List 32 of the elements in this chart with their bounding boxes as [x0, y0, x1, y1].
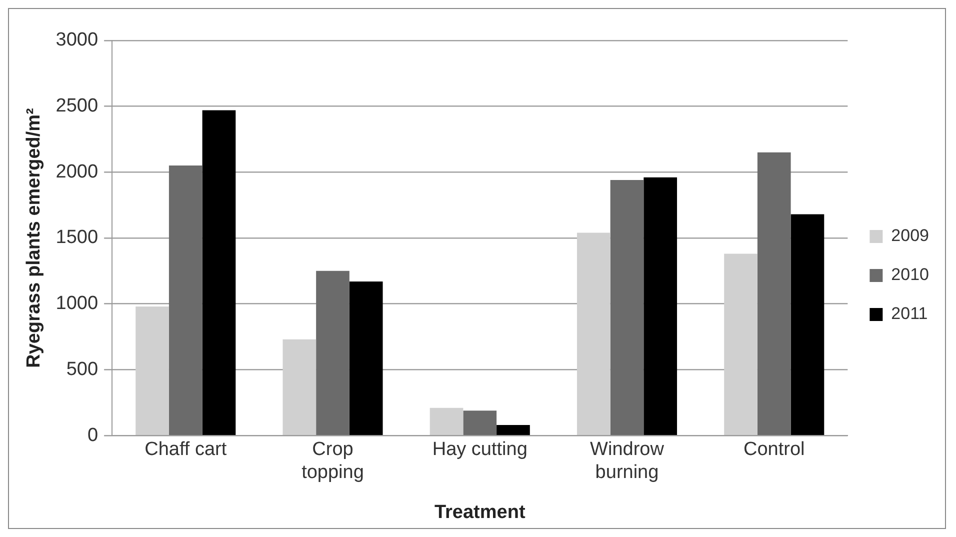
y-tick-label: 500	[66, 358, 98, 380]
bar	[282, 339, 316, 435]
bar	[136, 306, 169, 435]
y-tick-label: 3000	[56, 30, 98, 51]
x-tick-label: Control	[743, 439, 805, 460]
y-tick-label: 2000	[56, 161, 98, 182]
x-axis-title: Treatment	[434, 502, 526, 523]
bar	[349, 281, 383, 435]
x-tick-label: Chaff cart	[144, 439, 228, 460]
legend-label: 2010	[891, 265, 930, 284]
x-tick-label: Windrow burning	[590, 439, 664, 484]
y-tick-label: 0	[87, 424, 98, 446]
bar	[430, 408, 464, 435]
y-tick-label: 1000	[56, 293, 98, 314]
x-tick-label: Hay cutting	[432, 439, 528, 460]
bar	[496, 425, 530, 435]
bar	[576, 232, 610, 435]
bar	[757, 152, 791, 435]
bar	[724, 254, 758, 435]
x-tick-label: Crop topping	[302, 439, 364, 484]
y-tick-label: 2500	[56, 96, 98, 116]
bar	[790, 214, 824, 435]
legend-label: 2009	[891, 226, 930, 246]
bar	[463, 410, 497, 435]
y-tick-label: 1500	[56, 227, 98, 248]
legend-label: 2011	[891, 304, 928, 324]
bar	[610, 180, 644, 435]
bar	[644, 177, 678, 435]
bar	[316, 270, 350, 435]
bar	[168, 166, 202, 435]
y-axis-title: Ryegrass plants emerged/m²	[24, 108, 45, 368]
bar	[202, 110, 236, 435]
